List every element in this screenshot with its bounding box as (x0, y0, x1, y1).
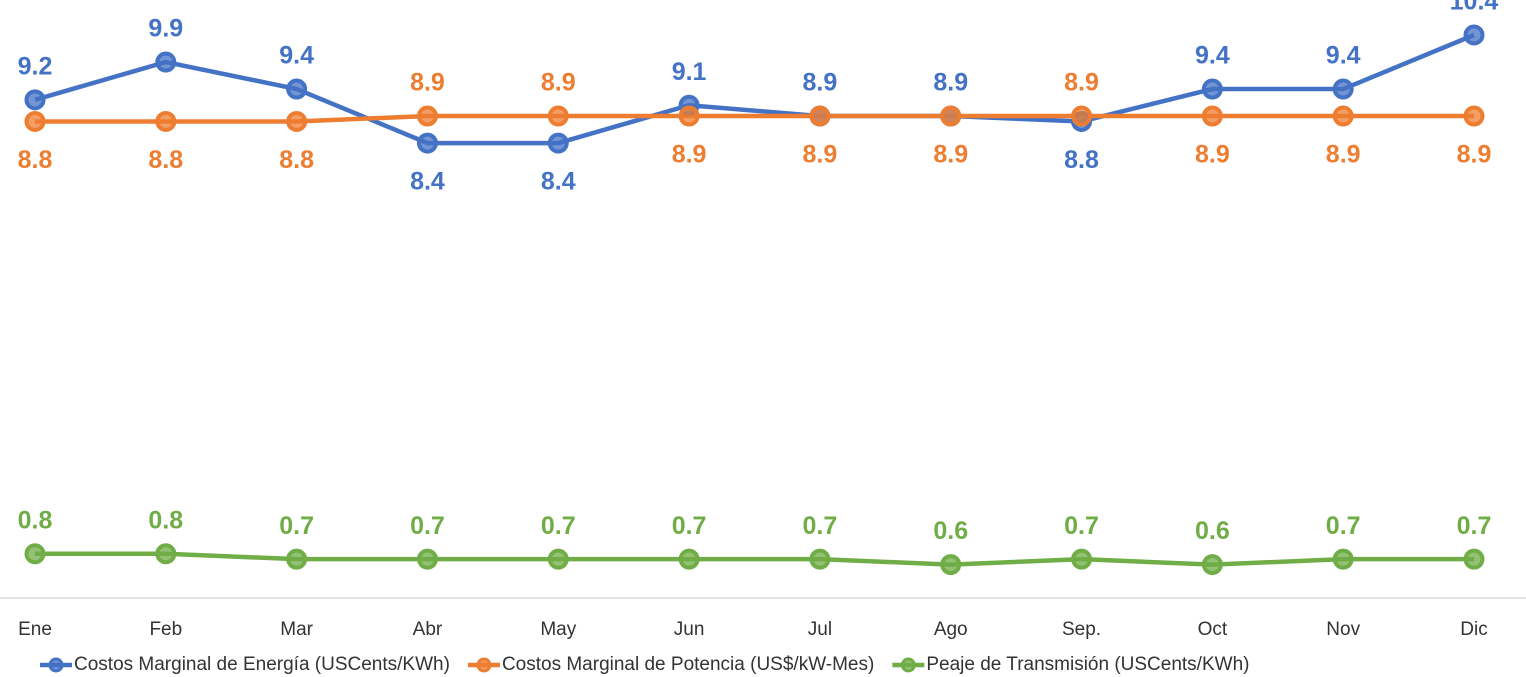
data-label: 8.9 (1064, 69, 1099, 97)
marker (678, 105, 700, 127)
data-label: 0.7 (541, 512, 576, 540)
marker (809, 105, 831, 127)
marker (286, 78, 308, 100)
data-label: 0.6 (1195, 517, 1230, 545)
series-line (35, 113, 1474, 124)
marker (547, 548, 569, 570)
data-label: 0.7 (803, 512, 838, 540)
x-tick-label: Mar (280, 619, 313, 640)
legend-marker (900, 657, 916, 673)
x-tick-label: Jun (674, 619, 705, 640)
marker (416, 132, 438, 154)
data-label: 9.4 (1326, 42, 1361, 70)
x-tick-label: Ago (934, 619, 968, 640)
data-label: 10.4 (1450, 0, 1499, 16)
data-label: 0.7 (279, 512, 314, 540)
data-label: 8.9 (1457, 141, 1492, 169)
marker (1463, 24, 1485, 46)
data-label: 8.4 (410, 168, 445, 196)
data-label: 9.9 (148, 15, 183, 43)
marker (1332, 105, 1354, 127)
data-label: 0.6 (933, 517, 968, 545)
x-tick-label: Nov (1326, 619, 1360, 640)
marker (940, 554, 962, 576)
data-label: 8.8 (1064, 146, 1099, 174)
x-tick-label: Oct (1198, 619, 1228, 640)
marker (24, 543, 46, 565)
marker (155, 110, 177, 132)
data-label: 8.4 (541, 168, 576, 196)
data-label: 0.8 (18, 506, 53, 534)
data-label: 0.8 (148, 506, 183, 534)
data-label: 8.9 (933, 69, 968, 97)
data-label: 0.7 (672, 512, 707, 540)
marker (1463, 105, 1485, 127)
data-label: 9.4 (1195, 42, 1230, 70)
marker (155, 543, 177, 565)
data-label: 9.4 (279, 42, 314, 70)
data-label: 8.9 (1326, 141, 1361, 169)
series-line (34, 32, 1475, 146)
x-tick-label: Feb (149, 619, 182, 640)
data-label: 8.9 (933, 141, 968, 169)
marker (155, 51, 177, 73)
x-tick-label: Sep. (1062, 619, 1101, 640)
legend-marker (48, 657, 64, 673)
data-label: 8.8 (279, 146, 314, 174)
series-line (35, 551, 1474, 567)
data-label: 0.7 (1326, 512, 1361, 540)
data-label: 0.7 (1457, 512, 1492, 540)
x-tick-label: Dic (1460, 619, 1487, 640)
marker (547, 105, 569, 127)
x-tick-label: Ene (18, 619, 52, 640)
data-label: 8.9 (541, 69, 576, 97)
marker (1071, 548, 1093, 570)
marker (1463, 548, 1485, 570)
data-label: 8.9 (410, 69, 445, 97)
legend-label: Costos Marginal de Energía (USCents/KWh) (74, 654, 450, 675)
legend-marker (476, 657, 492, 673)
x-tick-label: Abr (413, 619, 443, 640)
marker (678, 548, 700, 570)
marker (1201, 78, 1223, 100)
marker (286, 110, 308, 132)
marker (24, 89, 46, 111)
marker (416, 548, 438, 570)
data-label: 0.7 (410, 512, 445, 540)
marker (940, 105, 962, 127)
data-label: 8.9 (803, 69, 838, 97)
legend-label: Costos Marginal de Potencia (US$/kW-Mes) (502, 654, 874, 675)
data-label: 9.1 (672, 58, 707, 86)
data-label: 8.9 (803, 141, 838, 169)
data-label: 8.8 (18, 146, 53, 174)
legend-label: Peaje de Transmisión (USCents/KWh) (926, 654, 1249, 675)
marker (1201, 105, 1223, 127)
x-tick-label: May (540, 619, 576, 640)
marker (286, 548, 308, 570)
marker (416, 105, 438, 127)
data-label: 9.2 (18, 52, 53, 80)
marker (1332, 548, 1354, 570)
x-tick-label: Jul (808, 619, 832, 640)
data-label: 0.7 (1064, 512, 1099, 540)
marker (24, 110, 46, 132)
marker (809, 548, 831, 570)
marker (1071, 105, 1093, 127)
marker (547, 132, 569, 154)
data-label: 8.9 (1195, 141, 1230, 169)
data-label: 8.8 (148, 146, 183, 174)
marker (1201, 554, 1223, 576)
data-label: 8.9 (672, 141, 707, 169)
marker (1332, 78, 1354, 100)
